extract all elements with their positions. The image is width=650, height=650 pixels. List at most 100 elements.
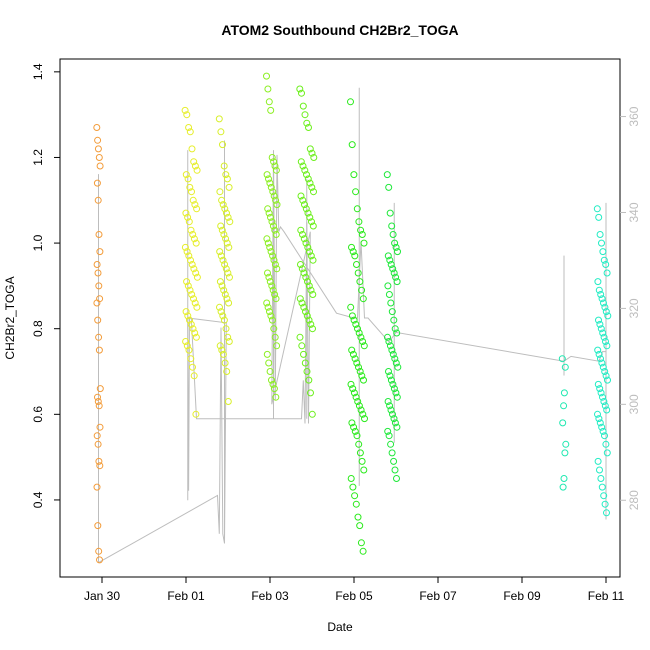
data-point xyxy=(353,205,361,213)
x-tick-label: Feb 01 xyxy=(167,589,205,603)
data-point xyxy=(358,457,366,465)
data-point xyxy=(602,338,609,345)
data-point xyxy=(225,183,233,191)
data-point xyxy=(308,149,316,157)
data-point xyxy=(349,483,357,491)
data-point xyxy=(309,325,316,333)
data-point xyxy=(598,359,606,367)
data-point xyxy=(270,385,278,393)
data-point xyxy=(303,368,311,375)
data-point xyxy=(387,299,395,307)
data-point xyxy=(307,389,314,397)
data-point xyxy=(387,261,395,268)
x-tick-label: Feb 03 xyxy=(251,589,289,603)
data-point xyxy=(193,273,201,281)
data-point xyxy=(348,312,356,320)
data-point xyxy=(300,235,308,243)
data-point xyxy=(269,380,277,388)
data-point xyxy=(270,256,278,264)
data-point xyxy=(603,449,611,457)
data-point xyxy=(182,308,190,316)
data-point xyxy=(191,299,199,307)
data-point xyxy=(188,291,196,298)
data-point xyxy=(191,201,199,209)
data-point xyxy=(602,261,610,268)
data-point xyxy=(268,376,275,384)
data-point xyxy=(264,205,272,213)
data-point xyxy=(183,111,191,119)
data-point xyxy=(390,457,398,465)
data-point xyxy=(223,209,230,217)
data-point xyxy=(96,556,103,564)
data-point xyxy=(95,346,103,354)
data-point xyxy=(263,350,271,358)
data-point xyxy=(264,239,272,247)
data-point xyxy=(193,303,201,311)
data-point xyxy=(298,299,306,307)
data-point xyxy=(94,269,102,277)
data-point xyxy=(272,295,280,303)
data-point xyxy=(266,368,274,375)
data-point xyxy=(390,415,398,423)
data-point xyxy=(357,226,365,234)
data-point xyxy=(95,154,103,161)
data-point xyxy=(300,303,308,311)
data-point xyxy=(273,201,281,209)
data-point xyxy=(388,346,396,354)
data-point xyxy=(597,325,605,333)
data-point xyxy=(359,338,367,345)
data-point xyxy=(266,179,274,187)
data-point xyxy=(599,393,606,401)
data-point xyxy=(192,410,200,418)
secondary-series-line xyxy=(98,150,606,564)
data-point xyxy=(96,462,104,470)
data-point xyxy=(356,449,364,457)
data-point xyxy=(593,205,601,213)
data-point xyxy=(223,239,231,247)
data-point xyxy=(219,312,227,320)
data-point xyxy=(268,282,276,290)
data-point xyxy=(190,372,198,380)
data-point xyxy=(310,154,318,161)
data-point xyxy=(385,291,393,298)
data-point xyxy=(299,196,307,204)
data-point xyxy=(222,235,230,243)
data-point xyxy=(303,312,311,320)
data-point xyxy=(181,243,189,251)
y-tick-label: 0.4 xyxy=(31,491,45,508)
data-point xyxy=(386,372,394,380)
data-point xyxy=(192,333,200,341)
data-point xyxy=(193,166,201,174)
data-point xyxy=(94,196,102,204)
y2-tick-label: 280 xyxy=(627,490,641,510)
data-point xyxy=(596,231,604,238)
data-point xyxy=(349,248,357,256)
data-point xyxy=(389,231,397,238)
data-point xyxy=(297,261,304,268)
data-point xyxy=(353,261,360,268)
data-point xyxy=(225,299,233,307)
y2-tick-label: 360 xyxy=(627,106,641,126)
y2-tick-label: 300 xyxy=(627,394,641,414)
data-point xyxy=(215,115,223,123)
data-point xyxy=(360,376,367,384)
x-tick-label: Feb 11 xyxy=(588,589,625,603)
data-point xyxy=(351,355,359,363)
data-point xyxy=(600,492,608,500)
data-point xyxy=(596,466,603,474)
data-point xyxy=(185,218,193,226)
data-point xyxy=(594,457,602,465)
data-point xyxy=(93,179,101,187)
data-point xyxy=(309,222,317,230)
y-axis-label: CH2Br2_TOGA xyxy=(3,276,17,359)
data-point xyxy=(301,359,309,367)
data-point xyxy=(391,419,399,427)
data-point xyxy=(598,483,606,491)
data-point xyxy=(309,256,317,264)
data-point xyxy=(352,320,360,328)
data-point xyxy=(184,175,192,183)
data-point xyxy=(596,385,604,393)
data-point xyxy=(561,363,569,371)
data-point xyxy=(224,269,232,277)
